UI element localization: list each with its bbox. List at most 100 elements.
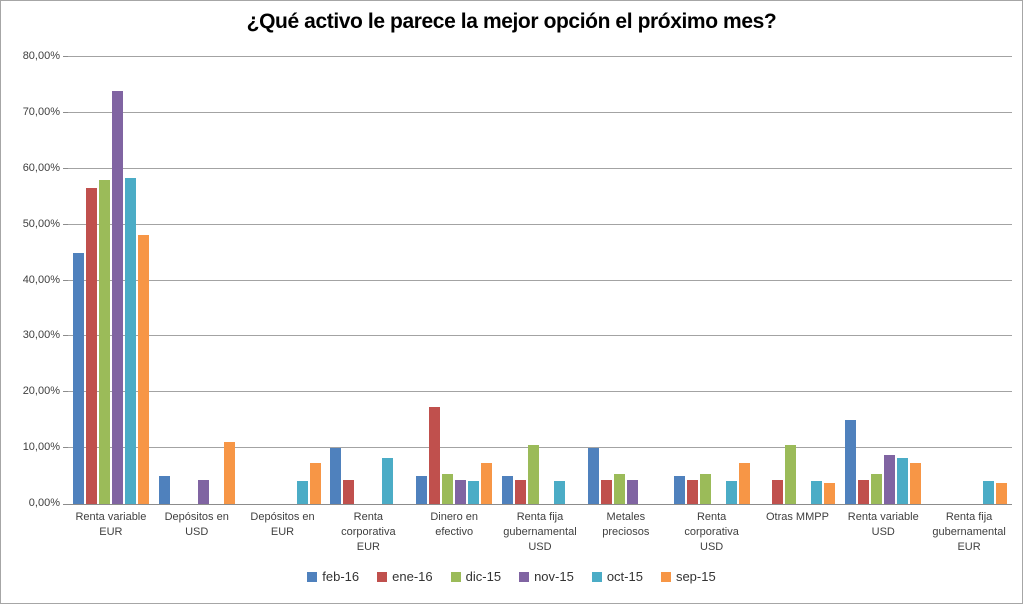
bar-sep-15 (996, 483, 1008, 504)
bar-oct-15 (725, 480, 737, 504)
bar-oct-15 (124, 178, 136, 504)
gridline (68, 335, 1012, 337)
legend-label: dic-15 (465, 569, 502, 584)
bar-group (68, 57, 154, 504)
y-axis-tick (63, 279, 68, 281)
legend-swatch (450, 571, 461, 582)
gridline (68, 167, 1012, 169)
y-axis-tick-label: 50,00% (22, 217, 60, 230)
bar-dic-15 (871, 474, 883, 504)
bar-oct-15 (897, 457, 909, 504)
bar-ene-16 (858, 479, 870, 504)
bar-dic-15 (699, 474, 711, 504)
bar-ene-16 (772, 479, 784, 504)
x-axis-category-label: Metales preciosos (602, 511, 650, 538)
bar-oct-15 (811, 480, 823, 504)
bar-sep-15 (481, 462, 493, 504)
chart-title: ¿Qué activo le parece la mejor opción el… (246, 10, 777, 33)
bar-nov-15 (455, 479, 467, 504)
y-axis-tick (63, 447, 68, 449)
bar-ene-16 (343, 479, 355, 504)
y-axis-tick (63, 56, 68, 57)
legend: feb-16 ene-16 dic-15 nov-15 oct-15 sep-15 (1, 569, 1022, 584)
gridline (68, 56, 1012, 57)
legend-swatch (307, 571, 318, 582)
bar-sep-15 (309, 462, 321, 504)
legend-item: oct-15 (591, 569, 643, 584)
bar-oct-15 (468, 480, 480, 504)
x-axis-category-label: Renta fija gubernamental USD (503, 511, 577, 553)
bar-sep-15 (910, 462, 922, 504)
bar-oct-15 (553, 480, 565, 504)
bar-group (497, 57, 583, 504)
x-axis-category-label: Otras MMPP (765, 511, 829, 523)
bar-feb-16 (587, 448, 599, 504)
legend-swatch (519, 571, 530, 582)
bar-feb-16 (158, 476, 170, 504)
legend-swatch (660, 571, 671, 582)
bar-ene-16 (429, 406, 441, 504)
gridline (68, 391, 1012, 393)
y-axis-tick-label: 30,00% (22, 329, 60, 342)
bar-feb-16 (416, 476, 428, 504)
bar-sep-15 (738, 462, 750, 504)
y-axis-tick (63, 391, 68, 393)
bar-ene-16 (514, 479, 526, 504)
bar-dic-15 (527, 445, 539, 504)
bar-oct-15 (382, 457, 394, 504)
bar-oct-15 (983, 480, 995, 504)
x-axis-category-label: Renta variable USD (847, 511, 919, 538)
y-axis-tick (63, 167, 68, 169)
x-axis-category-label: Renta fija gubernamental EUR (932, 511, 1006, 553)
bar-dic-15 (613, 474, 625, 504)
legend-label: nov-15 (534, 569, 574, 584)
bar-sep-15 (223, 441, 235, 504)
y-axis-tick-label: 70,00% (22, 105, 60, 118)
y-axis-tick-label: 10,00% (22, 441, 60, 454)
y-axis-tick (63, 223, 68, 225)
x-axis-category-label: Depósitos en USD (164, 511, 229, 538)
bar-oct-15 (296, 480, 308, 504)
bar-nov-15 (197, 479, 209, 504)
bar-feb-16 (673, 476, 685, 504)
bar-group (411, 57, 497, 504)
bar-group (840, 57, 926, 504)
bar-sep-15 (824, 483, 836, 504)
bar-group (240, 57, 326, 504)
y-axis-tick-label: 0,00% (28, 497, 60, 509)
legend-swatch (591, 571, 602, 582)
bar-feb-16 (501, 476, 513, 504)
gridline (68, 447, 1012, 449)
bar-feb-16 (72, 252, 84, 504)
bar-nov-15 (626, 479, 638, 504)
bar-dic-15 (98, 180, 110, 504)
legend-swatch (377, 571, 388, 582)
legend-item: ene-16 (377, 569, 433, 584)
bar-feb-16 (330, 448, 342, 504)
bar-group (154, 57, 240, 504)
gridline (68, 223, 1012, 225)
bar-nov-15 (111, 91, 123, 504)
legend-item: feb-16 (307, 569, 359, 584)
y-axis-tick (63, 335, 68, 337)
x-axis-category-label: Renta variable EUR (75, 511, 147, 538)
gridline (68, 279, 1012, 281)
y-axis-tick (63, 111, 68, 113)
x-axis-category-label: Renta corporativa EUR (341, 511, 396, 553)
bar-ene-16 (686, 479, 698, 504)
legend-item: sep-15 (660, 569, 716, 584)
legend-label: oct-15 (606, 569, 643, 584)
bar-ene-16 (600, 479, 612, 504)
y-axis-tick-label: 80,00% (22, 50, 60, 62)
bar-dic-15 (785, 445, 797, 504)
plot-area (63, 56, 1012, 505)
x-axis-category-label: Depósitos en EUR (250, 511, 315, 538)
bar-dic-15 (442, 474, 454, 504)
bar-group (325, 57, 411, 504)
legend-label: sep-15 (675, 569, 716, 584)
legend-label: feb-16 (322, 569, 360, 584)
bar-group (755, 57, 841, 504)
x-axis-line (68, 504, 1012, 505)
bar-sep-15 (137, 235, 149, 504)
